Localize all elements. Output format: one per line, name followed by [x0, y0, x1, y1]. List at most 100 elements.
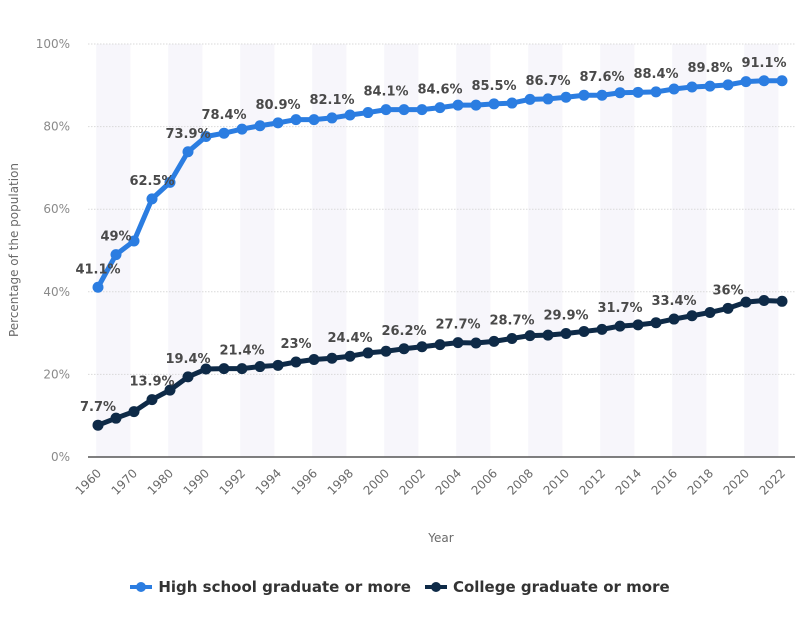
x-tick-label: 2008: [505, 466, 536, 497]
data-point[interactable]: [326, 112, 338, 124]
data-point[interactable]: [560, 328, 572, 340]
data-point[interactable]: [344, 350, 356, 362]
data-point[interactable]: [776, 295, 788, 307]
data-point[interactable]: [686, 310, 698, 322]
data-point[interactable]: [470, 337, 482, 349]
data-point[interactable]: [740, 76, 752, 88]
data-point[interactable]: [452, 99, 464, 111]
x-tick-label: 2014: [613, 466, 644, 497]
data-point[interactable]: [704, 306, 716, 318]
data-point[interactable]: [200, 363, 212, 375]
data-point[interactable]: [596, 323, 608, 335]
data-point[interactable]: [632, 86, 644, 98]
x-tick-label: 2020: [721, 466, 752, 497]
data-point[interactable]: [650, 317, 662, 329]
data-point[interactable]: [470, 99, 482, 111]
data-point[interactable]: [506, 97, 518, 109]
data-point[interactable]: [740, 296, 752, 308]
data-point[interactable]: [236, 123, 248, 135]
data-point[interactable]: [758, 294, 770, 306]
data-point[interactable]: [290, 356, 302, 368]
data-point[interactable]: [398, 104, 410, 116]
data-point[interactable]: [326, 352, 338, 364]
data-point[interactable]: [362, 347, 374, 359]
background-band: [240, 44, 275, 457]
data-point[interactable]: [578, 325, 590, 337]
data-point[interactable]: [290, 114, 302, 126]
data-point[interactable]: [128, 235, 140, 247]
data-point[interactable]: [200, 131, 212, 143]
x-tick-label: 1998: [325, 466, 356, 497]
y-tick-label: 40%: [43, 285, 70, 299]
data-point[interactable]: [668, 83, 680, 95]
data-point[interactable]: [758, 75, 770, 87]
data-point[interactable]: [596, 89, 608, 101]
data-point[interactable]: [92, 419, 104, 431]
data-point[interactable]: [182, 146, 194, 158]
data-label: 41.1%: [75, 262, 120, 277]
data-point[interactable]: [506, 332, 518, 344]
data-point[interactable]: [686, 81, 698, 93]
data-point[interactable]: [524, 93, 536, 105]
legend-dot: [430, 582, 441, 592]
data-point[interactable]: [488, 98, 500, 110]
data-point[interactable]: [722, 302, 734, 314]
data-point[interactable]: [92, 281, 104, 293]
legend-item-high-school[interactable]: High school graduate or more: [130, 578, 411, 596]
data-point[interactable]: [110, 249, 122, 261]
data-label: 31.7%: [597, 301, 642, 316]
data-point[interactable]: [254, 361, 266, 373]
data-point[interactable]: [236, 363, 248, 375]
data-point[interactable]: [560, 91, 572, 103]
data-point[interactable]: [164, 176, 176, 188]
data-point[interactable]: [272, 117, 284, 129]
data-label: 62.5%: [129, 174, 174, 189]
data-label: 27.7%: [435, 318, 480, 333]
data-point[interactable]: [416, 104, 428, 116]
data-point[interactable]: [254, 120, 266, 132]
data-point[interactable]: [722, 79, 734, 91]
data-point[interactable]: [614, 87, 626, 99]
series-group: [92, 75, 788, 431]
legend-item-college[interactable]: College graduate or more: [424, 578, 670, 596]
data-point[interactable]: [434, 102, 446, 114]
data-label: 84.6%: [417, 83, 462, 98]
data-point[interactable]: [416, 341, 428, 353]
data-point[interactable]: [164, 384, 176, 396]
data-point[interactable]: [344, 109, 356, 121]
data-point[interactable]: [380, 104, 392, 116]
x-tick-label: 1994: [253, 466, 284, 497]
background-band: [744, 44, 779, 457]
data-point[interactable]: [614, 320, 626, 332]
x-axis-title: Year: [427, 531, 453, 545]
data-point[interactable]: [704, 80, 716, 92]
data-point[interactable]: [146, 394, 158, 406]
data-point[interactable]: [308, 114, 320, 126]
data-point[interactable]: [146, 193, 158, 205]
data-point[interactable]: [308, 354, 320, 366]
data-point[interactable]: [542, 93, 554, 105]
data-point[interactable]: [488, 335, 500, 347]
data-point[interactable]: [218, 363, 230, 375]
data-point[interactable]: [542, 329, 554, 341]
data-point[interactable]: [182, 371, 194, 383]
data-point[interactable]: [632, 319, 644, 331]
data-point[interactable]: [776, 75, 788, 87]
data-point[interactable]: [650, 86, 662, 98]
data-point[interactable]: [578, 89, 590, 101]
data-point[interactable]: [434, 339, 446, 351]
data-point[interactable]: [128, 406, 140, 418]
data-label: 26.2%: [381, 324, 426, 339]
data-point[interactable]: [524, 330, 536, 342]
data-point[interactable]: [272, 359, 284, 371]
data-point[interactable]: [218, 127, 230, 139]
data-point[interactable]: [110, 412, 122, 424]
data-point[interactable]: [668, 313, 680, 325]
data-point[interactable]: [362, 107, 374, 119]
data-point[interactable]: [452, 337, 464, 349]
data-point[interactable]: [398, 343, 410, 355]
series-high-school: [92, 75, 788, 293]
data-point[interactable]: [380, 345, 392, 357]
data-labels: 41.1% 49% 62.5% 73.9% 78.4% 80.9% 82.1% 84.1% 84…: [75, 56, 786, 415]
y-tick-label: 80%: [43, 120, 70, 134]
